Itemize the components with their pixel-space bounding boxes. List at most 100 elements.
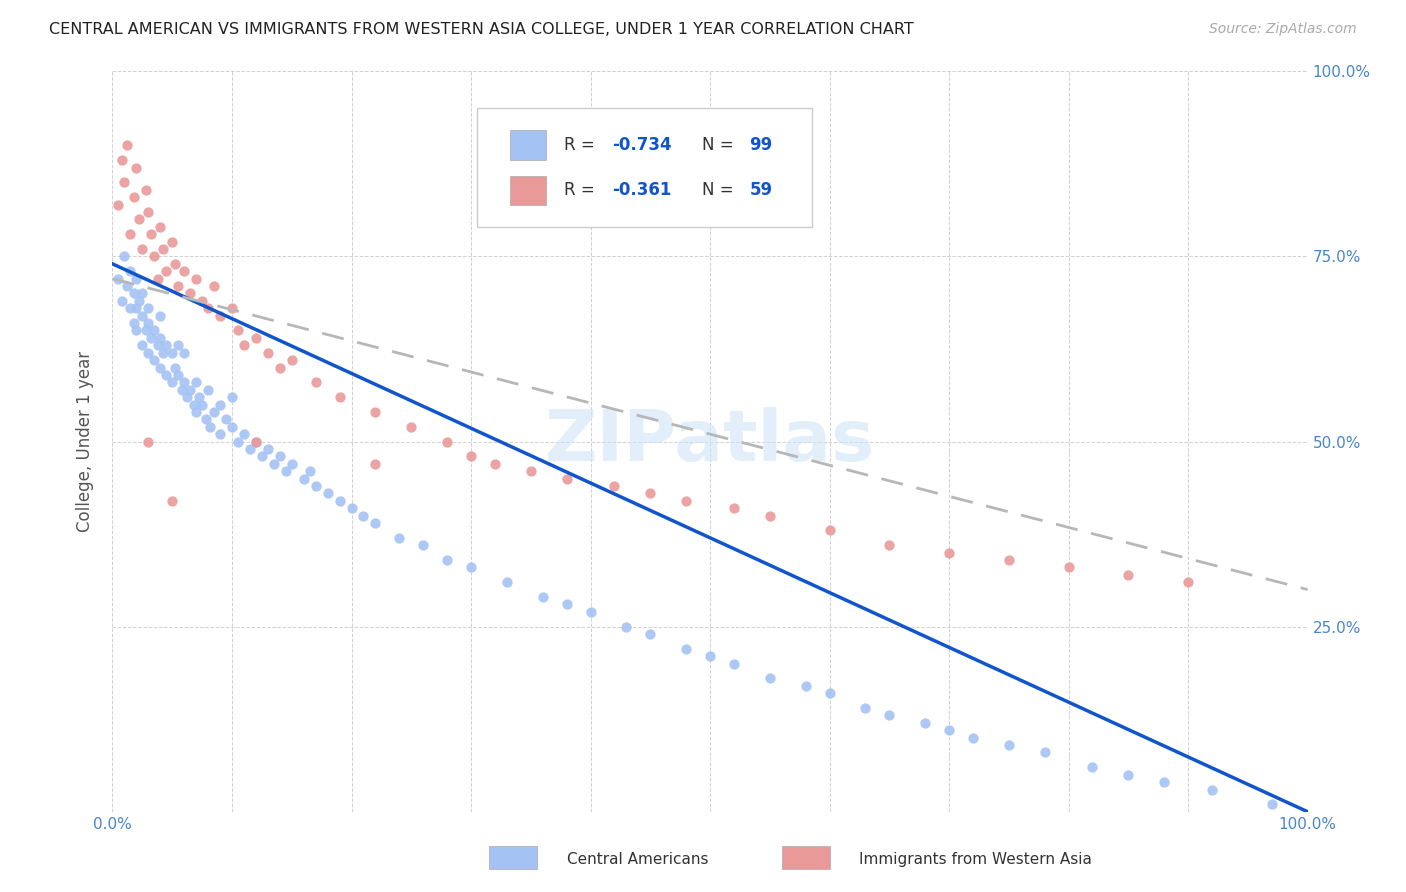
Point <box>818 686 841 700</box>
Point <box>162 376 183 390</box>
Point <box>998 738 1021 752</box>
Point <box>257 345 280 359</box>
Point <box>531 590 554 604</box>
Text: -0.734: -0.734 <box>612 136 672 153</box>
Point <box>1118 767 1140 781</box>
Point <box>879 538 901 552</box>
Point <box>759 508 782 523</box>
Point <box>305 479 328 493</box>
Point <box>245 434 267 449</box>
Point <box>794 679 817 693</box>
Point <box>122 286 145 301</box>
Point <box>555 598 578 612</box>
Point <box>135 183 157 197</box>
Point <box>723 657 745 671</box>
Point <box>603 479 626 493</box>
Point <box>436 434 458 449</box>
Point <box>194 412 217 426</box>
Point <box>221 419 243 434</box>
Point <box>138 205 160 219</box>
Point <box>257 442 280 456</box>
Text: R =: R = <box>564 181 600 200</box>
Point <box>135 324 157 338</box>
Point <box>155 264 177 278</box>
Point <box>340 501 363 516</box>
Point <box>191 293 214 308</box>
Point <box>1201 782 1223 797</box>
Text: Immigrants from Western Asia: Immigrants from Western Asia <box>859 853 1092 867</box>
Point <box>131 338 153 352</box>
Point <box>115 138 138 153</box>
Point <box>176 390 198 404</box>
Point <box>138 301 160 316</box>
Point <box>167 279 190 293</box>
FancyBboxPatch shape <box>477 108 811 227</box>
Point <box>1153 775 1175 789</box>
Point <box>675 493 697 508</box>
Point <box>183 398 205 412</box>
Point <box>520 464 543 478</box>
Point <box>111 293 134 308</box>
Point <box>292 471 315 485</box>
Point <box>173 264 195 278</box>
Point <box>1261 797 1284 812</box>
Text: N =: N = <box>702 136 738 153</box>
Point <box>215 412 238 426</box>
Point <box>1081 760 1104 774</box>
Point <box>496 575 519 590</box>
Point <box>388 531 411 545</box>
Point <box>274 464 297 478</box>
Point <box>460 450 482 464</box>
Point <box>616 619 638 633</box>
Y-axis label: College, Under 1 year: College, Under 1 year <box>76 351 94 533</box>
Point <box>128 293 150 308</box>
Point <box>269 360 291 375</box>
Point <box>1177 575 1199 590</box>
Point <box>149 360 172 375</box>
Point <box>460 560 482 574</box>
Point <box>163 257 186 271</box>
Point <box>226 324 249 338</box>
Point <box>167 338 190 352</box>
Point <box>149 331 172 345</box>
Text: CENTRAL AMERICAN VS IMMIGRANTS FROM WESTERN ASIA COLLEGE, UNDER 1 YEAR CORRELATI: CENTRAL AMERICAN VS IMMIGRANTS FROM WEST… <box>49 22 914 37</box>
Text: Central Americans: Central Americans <box>567 853 709 867</box>
Point <box>723 501 745 516</box>
Point <box>138 316 160 330</box>
Point <box>186 376 208 390</box>
Text: ZIPatlas: ZIPatlas <box>546 407 875 476</box>
Point <box>250 450 273 464</box>
Point <box>221 301 243 316</box>
Point <box>107 271 129 285</box>
Point <box>138 434 160 449</box>
FancyBboxPatch shape <box>782 846 830 870</box>
Point <box>120 264 142 278</box>
Point <box>146 271 169 285</box>
Text: Source: ZipAtlas.com: Source: ZipAtlas.com <box>1209 22 1357 37</box>
Point <box>125 301 148 316</box>
Point <box>316 486 339 500</box>
Point <box>131 309 153 323</box>
Point <box>122 316 145 330</box>
Point <box>152 242 174 256</box>
Point <box>962 731 984 745</box>
Point <box>221 390 243 404</box>
Point <box>401 419 423 434</box>
Point <box>143 250 166 264</box>
Point <box>879 708 901 723</box>
Point <box>139 331 162 345</box>
Point <box>245 434 267 449</box>
Point <box>114 175 135 190</box>
Point <box>197 301 219 316</box>
Point <box>155 368 177 382</box>
Point <box>1057 560 1080 574</box>
Point <box>179 286 201 301</box>
Text: R =: R = <box>564 136 600 153</box>
Point <box>152 345 174 359</box>
Point <box>186 405 208 419</box>
Point <box>640 486 662 500</box>
Point <box>173 345 195 359</box>
Point <box>162 345 183 359</box>
Text: 59: 59 <box>749 181 772 200</box>
Point <box>352 508 374 523</box>
